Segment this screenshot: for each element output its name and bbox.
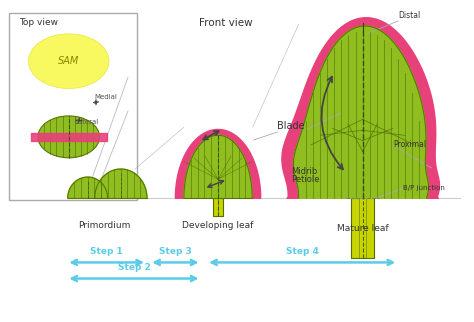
Bar	[213, 198, 223, 216]
FancyBboxPatch shape	[9, 13, 137, 200]
Text: B/P junction: B/P junction	[403, 185, 445, 191]
Text: Petiole: Petiole	[292, 175, 320, 184]
Text: Developing leaf: Developing leaf	[182, 221, 254, 230]
Text: Mature leaf: Mature leaf	[337, 224, 388, 233]
Polygon shape	[293, 26, 428, 198]
Text: Step 1: Step 1	[90, 247, 123, 256]
Polygon shape	[95, 169, 147, 198]
Text: Midrib: Midrib	[292, 167, 318, 176]
Text: Step 3: Step 3	[159, 247, 192, 256]
Polygon shape	[184, 135, 252, 198]
Polygon shape	[282, 18, 439, 198]
Text: Front view: Front view	[199, 18, 253, 28]
Text: SAM: SAM	[58, 56, 79, 66]
Circle shape	[28, 34, 109, 89]
Text: Step 2: Step 2	[118, 263, 151, 272]
Polygon shape	[68, 177, 108, 198]
Text: Distal: Distal	[398, 11, 420, 20]
Bar	[31, 133, 107, 141]
Text: Step 4: Step 4	[286, 247, 319, 256]
Text: Primordium: Primordium	[78, 221, 130, 230]
Text: Proximal: Proximal	[393, 139, 427, 148]
Bar	[351, 198, 374, 258]
Text: Top view: Top view	[19, 18, 58, 27]
Text: Medial: Medial	[95, 94, 118, 99]
Circle shape	[38, 116, 100, 158]
Text: Lateral: Lateral	[74, 119, 99, 125]
Text: Blade: Blade	[277, 121, 305, 131]
Polygon shape	[175, 129, 261, 198]
